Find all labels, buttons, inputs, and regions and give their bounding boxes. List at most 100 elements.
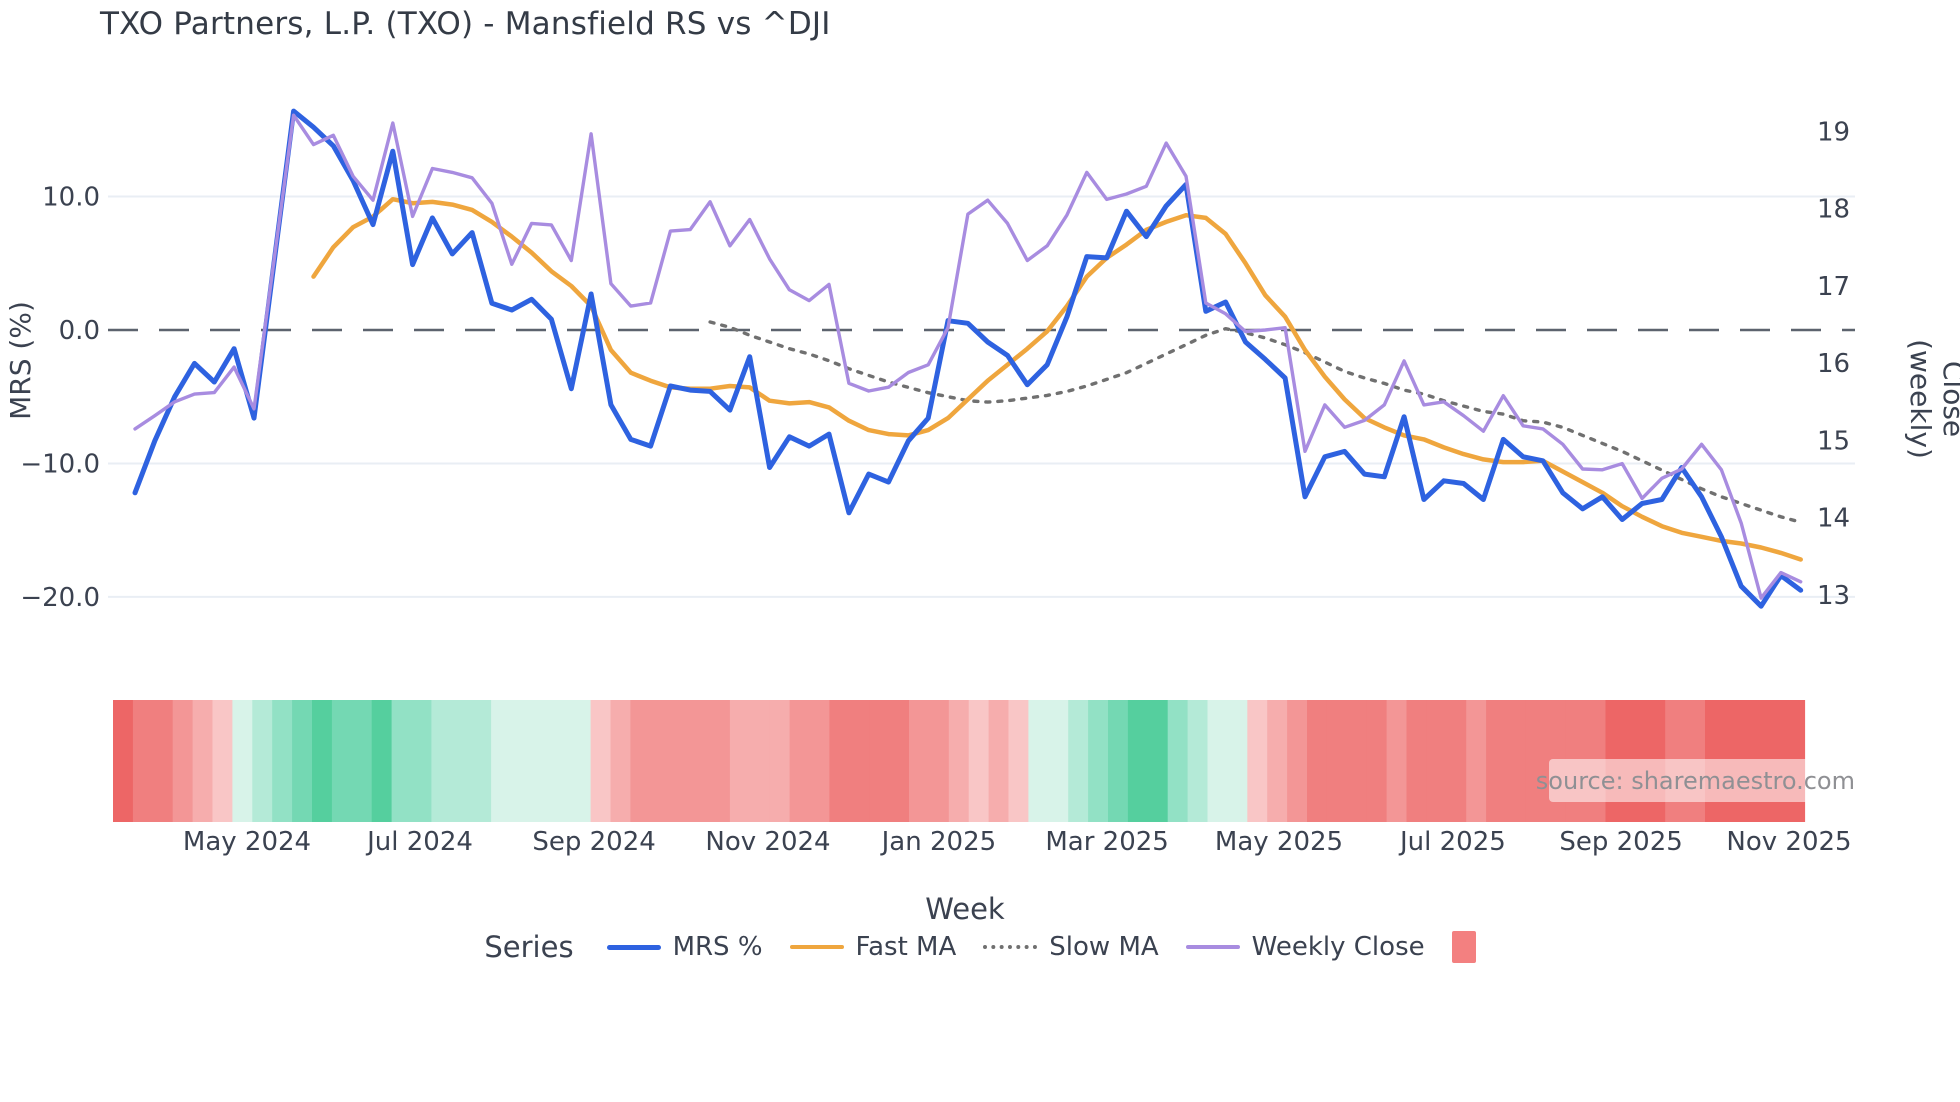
heatmap-cell[interactable]	[1167, 700, 1189, 822]
heatmap-cell[interactable]	[113, 700, 134, 822]
heatmap-cell[interactable]	[192, 700, 214, 822]
heatmap-cell[interactable]	[272, 700, 293, 822]
heatmap-cell[interactable]	[1008, 700, 1030, 822]
legend-item-weekly-close[interactable]: Weekly Close	[1185, 932, 1425, 962]
heatmap-cell[interactable]	[1207, 700, 1229, 822]
heatmap-cell[interactable]	[331, 700, 353, 822]
heatmap-cell[interactable]	[371, 700, 393, 822]
x-axis-tick-label: Jul 2025	[1398, 827, 1506, 857]
heatmap-cell[interactable]	[391, 700, 413, 822]
heatmap-cell[interactable]	[690, 700, 711, 822]
heatmap-cell[interactable]	[710, 700, 731, 822]
heatmap-cell[interactable]	[1426, 700, 1447, 822]
series-fast-ma-line[interactable]	[311, 196, 1803, 562]
heatmap-cell[interactable]	[550, 700, 572, 822]
right-axis-tick-label: 14	[1817, 504, 1850, 534]
legend-title: Series	[484, 930, 574, 964]
heatmap-cell[interactable]	[1307, 700, 1328, 822]
heatmap-cell[interactable]	[530, 700, 552, 822]
heatmap-cell[interactable]	[849, 700, 870, 822]
heatmap-cell[interactable]	[1406, 700, 1428, 822]
x-axis-tick-label: Sep 2025	[1559, 827, 1682, 857]
heatmap-cell[interactable]	[451, 700, 472, 822]
heatmap-cell[interactable]	[650, 700, 671, 822]
heatmap-cell[interactable]	[411, 700, 433, 822]
source-text: source: sharemaestro.com	[1535, 766, 1855, 795]
heatmap-cell[interactable]	[1326, 700, 1348, 822]
heatmap-cell[interactable]	[471, 700, 492, 822]
heatmap-cell[interactable]	[292, 700, 313, 822]
heatmap-cell[interactable]	[152, 700, 174, 822]
source-watermark: source: sharemaestro.com	[1536, 759, 1863, 802]
heatmap-cell[interactable]	[829, 700, 850, 822]
weekly-close-line-sample-icon	[1185, 945, 1240, 949]
heatmap-cell[interactable]	[1287, 700, 1308, 822]
heatmap-cell[interactable]	[809, 700, 831, 822]
heatmap-cell[interactable]	[988, 700, 1010, 822]
heatmap-cell[interactable]	[1506, 700, 1527, 822]
heatmap-cell[interactable]	[1127, 700, 1149, 822]
heatmap-cell[interactable]	[630, 700, 651, 822]
heatmap-cell[interactable]	[570, 700, 592, 822]
series-weekly-close-line[interactable]	[133, 113, 1803, 600]
heatmap-cell[interactable]	[1187, 700, 1209, 822]
heatmap-cell[interactable]	[928, 700, 950, 822]
heatmap-cell[interactable]	[968, 700, 990, 822]
x-axis-title: Week	[925, 892, 1005, 926]
heatmap-cell[interactable]	[1466, 700, 1487, 822]
x-axis-tick-label: Mar 2025	[1045, 827, 1169, 857]
heatmap-cell[interactable]	[1048, 700, 1069, 822]
heatmap-cell[interactable]	[610, 700, 632, 822]
heatmap-cell[interactable]	[1346, 700, 1368, 822]
heatmap-cell[interactable]	[729, 700, 751, 822]
heatmap-cell[interactable]	[1147, 700, 1169, 822]
heatmap-cell[interactable]	[769, 700, 791, 822]
right-axis-tick-label: 15	[1817, 427, 1850, 457]
chart-title: TXO Partners, L.P. (TXO) - Mansfield RS …	[100, 6, 831, 42]
heatmap-cell[interactable]	[1446, 700, 1467, 822]
series-mrs--line[interactable]	[132, 108, 1804, 609]
heatmap-cell[interactable]	[869, 700, 890, 822]
heatmap-cell[interactable]	[1486, 700, 1507, 822]
heatmap-cell[interactable]	[252, 700, 273, 822]
heatmap-cell[interactable]	[232, 700, 253, 822]
legend: Series MRS % Fast MA Slow MA Weekly Clos…	[0, 930, 1960, 964]
heatmap-cell[interactable]	[1227, 700, 1248, 822]
heatmap-cell[interactable]	[1088, 700, 1109, 822]
heatmap-cell[interactable]	[1386, 700, 1408, 822]
legend-item-heatmap[interactable]	[1451, 931, 1476, 963]
heatmap-cell[interactable]	[1267, 700, 1288, 822]
x-axis-tick-label: Nov 2024	[705, 827, 830, 857]
legend-item-slow-ma[interactable]: Slow MA	[983, 932, 1159, 962]
x-axis-tick-label: May 2025	[1215, 827, 1343, 857]
heatmap-cell[interactable]	[909, 700, 930, 822]
left-axis-tick-label: 0.0	[59, 316, 100, 346]
heatmap-cell[interactable]	[1068, 700, 1089, 822]
heatmap-cell[interactable]	[491, 700, 512, 822]
heatmap-cell[interactable]	[1366, 700, 1388, 822]
legend-item-fast-ma[interactable]: Fast MA	[789, 932, 956, 962]
legend-item-mrs[interactable]: MRS %	[606, 932, 763, 962]
heatmap-cell[interactable]	[789, 700, 811, 822]
fast-ma-line-sample-icon	[789, 945, 844, 949]
heatmap-cell[interactable]	[889, 700, 910, 822]
heatmap-cell[interactable]	[212, 700, 234, 822]
heatmap-cell[interactable]	[312, 700, 333, 822]
heatmap-cell[interactable]	[1247, 700, 1268, 822]
heatmap-cell[interactable]	[749, 700, 771, 822]
heatmap-swatch-icon	[1451, 931, 1476, 963]
heatmap-cell[interactable]	[172, 700, 194, 822]
heatmap-cell[interactable]	[132, 700, 154, 822]
heatmap-cell[interactable]	[948, 700, 970, 822]
heatmap-cell[interactable]	[670, 700, 691, 822]
heatmap-cell[interactable]	[431, 700, 452, 822]
heatmap-cell[interactable]	[1108, 700, 1129, 822]
legend-item-label: Slow MA	[1049, 932, 1159, 962]
right-axis-tick-label: 18	[1817, 195, 1850, 225]
heatmap-cell[interactable]	[590, 700, 612, 822]
heatmap-cell[interactable]	[1028, 700, 1049, 822]
x-axis-tick-label: Jan 2025	[880, 827, 997, 857]
heatmap-cell[interactable]	[351, 700, 373, 822]
heatmap-cell[interactable]	[1525, 700, 1547, 822]
heatmap-cell[interactable]	[511, 700, 532, 822]
